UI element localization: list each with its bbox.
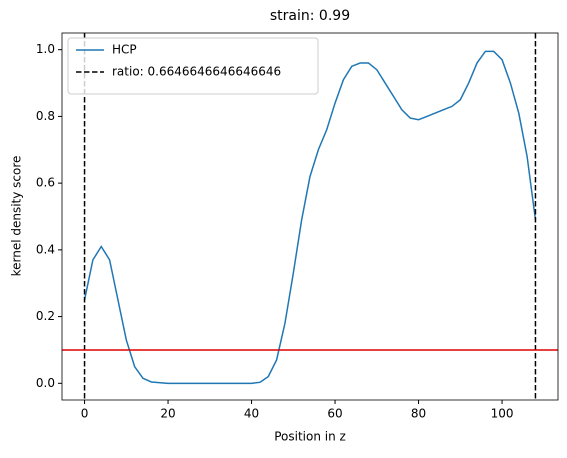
legend-label: HCP [112, 43, 137, 57]
chart-title: strain: 0.99 [270, 8, 350, 24]
x-tick-label: 20 [160, 407, 175, 421]
y-tick-label: 0.4 [36, 242, 55, 256]
data-line [83, 50, 537, 385]
x-axis-label: Position in z [274, 430, 346, 444]
y-tick-label: 1.0 [36, 42, 55, 56]
x-tick-label: 40 [244, 407, 259, 421]
y-tick-label: 0.6 [36, 176, 55, 190]
y-axis-label: kernel density score [10, 156, 24, 277]
y-tick-label: 0.2 [36, 309, 55, 323]
y-tick-label: 0.8 [36, 109, 55, 123]
plot-frame [61, 32, 559, 401]
x-tick-label: 60 [327, 407, 342, 421]
x-tick-label: 80 [411, 407, 426, 421]
x-tick-label: 100 [491, 407, 514, 421]
y-tick-label: 0.0 [36, 376, 55, 390]
legend-box [67, 37, 319, 95]
legend-label: ratio: 0.6646646646646646 [112, 65, 281, 79]
x-tick-label: 0 [81, 407, 89, 421]
